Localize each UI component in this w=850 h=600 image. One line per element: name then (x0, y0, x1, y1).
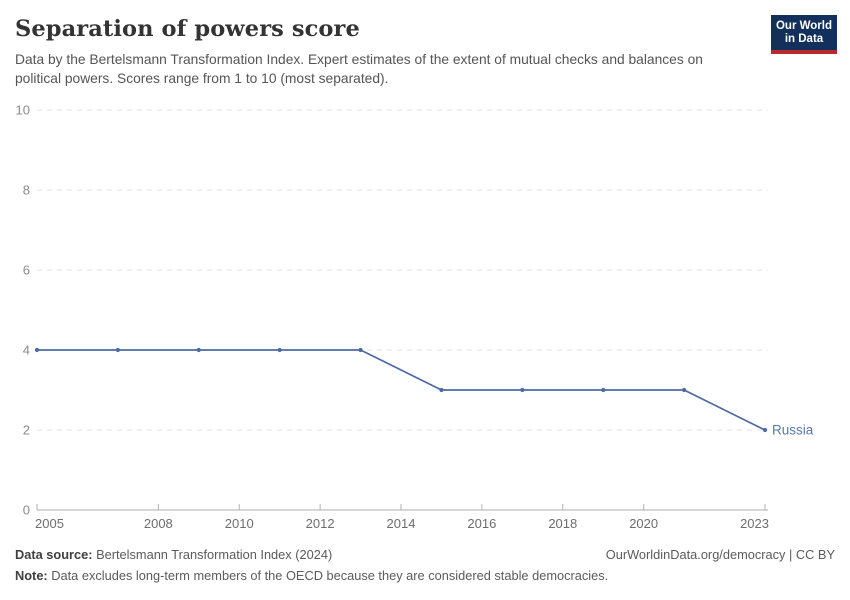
data-point[interactable] (358, 347, 363, 353)
y-axis-tick-label: 6 (23, 263, 30, 278)
chart-footer: Data source: Bertelsmann Transformation … (15, 544, 835, 586)
data-point[interactable] (439, 387, 444, 393)
data-point[interactable] (34, 347, 40, 353)
data-point[interactable] (196, 347, 201, 353)
data-source-text: Data source: Bertelsmann Transformation … (15, 544, 332, 565)
chart-subtitle: Data by the Bertelsmann Transformation I… (15, 52, 703, 86)
page-title: Separation of powers score (15, 16, 360, 42)
owid-logo-text: Our World in Data (771, 15, 837, 50)
owid-logo[interactable]: Our World in Data (771, 15, 837, 54)
x-axis-tick-label: 2018 (548, 516, 577, 531)
x-axis-tick-label: 2023 (740, 516, 769, 531)
owid-footer-link[interactable]: OurWorldinData.org/democracy | CC BY (605, 547, 835, 562)
y-axis-tick-label: 0 (23, 503, 30, 518)
data-point[interactable] (520, 387, 525, 393)
y-axis-tick-label: 8 (23, 183, 30, 198)
note-label: Note: (15, 568, 48, 583)
note-value: Data excludes long-term members of the O… (47, 568, 609, 583)
data-source-label: Data source: (15, 547, 93, 562)
owid-logo-line1: Our World (775, 20, 832, 32)
note-text: Note: Data excludes long-term members of… (15, 568, 608, 583)
x-axis-tick-label: 2014 (387, 516, 416, 531)
owid-logo-red-strip (771, 50, 837, 54)
series-line-russia[interactable] (36, 349, 766, 431)
x-axis-tick-label: 2012 (306, 516, 335, 531)
entity-label[interactable]: Russia (772, 423, 814, 438)
data-point[interactable] (682, 387, 687, 393)
owid-logo-line2: in Data (784, 33, 824, 45)
chart-header: Separation of powers score Data by the B… (15, 16, 755, 88)
data-point[interactable] (762, 427, 768, 433)
data-source-value: Bertelsmann Transformation Index (2024) (92, 547, 333, 562)
y-axis-tick-label: 10 (16, 103, 30, 118)
y-axis-tick-label: 2 (23, 423, 30, 438)
x-axis-tick-label: 2008 (144, 516, 173, 531)
data-point[interactable] (601, 387, 606, 393)
x-axis-tick-label: 2010 (225, 516, 254, 531)
y-axis-tick-label: 4 (23, 343, 30, 358)
x-axis-tick-label: 2005 (35, 516, 64, 531)
data-point[interactable] (115, 347, 120, 353)
x-axis-tick-label: 2020 (629, 516, 658, 531)
x-axis-tick-label: 2016 (467, 516, 496, 531)
data-point[interactable] (277, 347, 282, 353)
